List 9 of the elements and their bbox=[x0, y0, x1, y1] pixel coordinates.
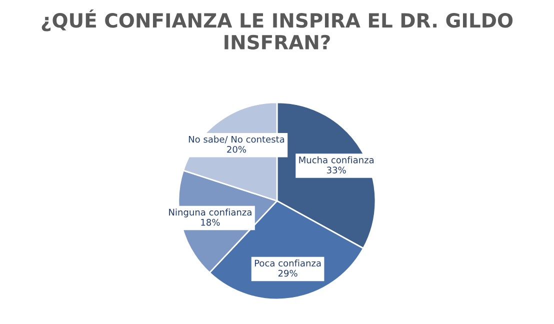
data-label: 18% bbox=[201, 218, 220, 226]
slice-label: Ninguna confianza bbox=[169, 208, 252, 218]
slice-label: No sabe/ No contesta bbox=[188, 136, 284, 144]
data-label: 20% bbox=[227, 146, 246, 153]
slice-label: Poca confianza bbox=[254, 260, 321, 267]
slice-label: Mucha confianza bbox=[299, 156, 374, 164]
data-label: 29% bbox=[278, 270, 298, 277]
chart-title: ¿QUÉ CONFIANZA LE INSPIRA EL DR. GILDO INSFRAN? bbox=[42, 9, 513, 50]
data-label: 33% bbox=[327, 166, 346, 174]
